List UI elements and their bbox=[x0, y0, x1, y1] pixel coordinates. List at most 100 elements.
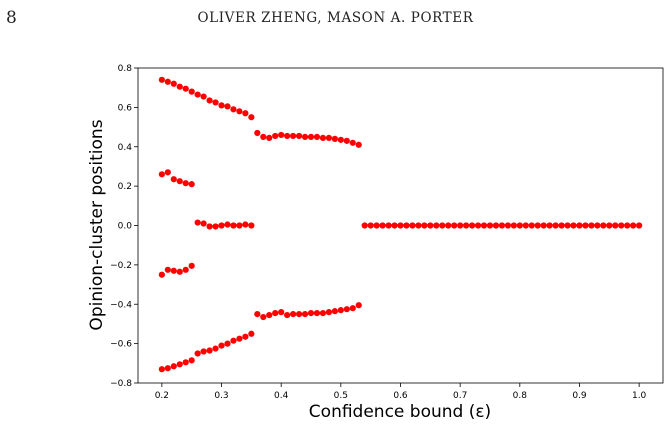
data-point bbox=[284, 311, 291, 319]
data-point bbox=[433, 222, 440, 229]
data-point bbox=[158, 171, 165, 178]
data-point bbox=[164, 365, 171, 372]
data-point bbox=[170, 80, 177, 87]
y-tick-label: −0.2 bbox=[110, 261, 132, 271]
data-point bbox=[164, 169, 171, 176]
data-point bbox=[373, 222, 380, 229]
data-point bbox=[200, 93, 207, 100]
data-point bbox=[415, 222, 422, 229]
y-tick-label: 0.4 bbox=[118, 143, 133, 153]
data-point bbox=[188, 262, 195, 269]
data-point bbox=[194, 219, 201, 226]
data-point bbox=[170, 267, 177, 274]
data-point bbox=[480, 222, 488, 229]
data-point bbox=[278, 131, 285, 139]
data-point bbox=[290, 132, 297, 140]
data-point bbox=[200, 348, 207, 355]
data-point bbox=[182, 180, 189, 187]
data-point bbox=[218, 102, 225, 109]
data-point bbox=[290, 310, 297, 318]
data-point bbox=[248, 222, 255, 229]
data-point bbox=[176, 178, 183, 185]
x-tick-label: 0.3 bbox=[214, 391, 228, 401]
y-tick-label: −0.6 bbox=[110, 340, 132, 350]
data-point bbox=[266, 134, 273, 141]
data-point bbox=[385, 222, 392, 229]
data-point bbox=[534, 222, 541, 229]
data-point bbox=[564, 222, 571, 229]
y-tick-label: 0.0 bbox=[118, 222, 133, 232]
data-point bbox=[445, 222, 452, 229]
data-point bbox=[427, 222, 434, 229]
data-point bbox=[421, 222, 428, 229]
data-point bbox=[194, 91, 201, 98]
data-point bbox=[266, 311, 273, 319]
data-point bbox=[224, 221, 231, 228]
data-point bbox=[558, 222, 565, 229]
data-point bbox=[612, 222, 619, 229]
data-point bbox=[516, 222, 523, 229]
y-tick-label: 0.2 bbox=[118, 182, 132, 192]
data-point bbox=[260, 313, 267, 321]
data-point bbox=[337, 136, 344, 143]
data-point bbox=[457, 222, 464, 229]
data-point bbox=[618, 222, 625, 229]
data-point bbox=[379, 222, 386, 229]
data-point bbox=[176, 361, 183, 368]
data-point bbox=[319, 310, 327, 317]
data-point bbox=[212, 345, 219, 352]
y-tick-label: −0.8 bbox=[110, 379, 132, 389]
data-point bbox=[307, 133, 315, 141]
data-points bbox=[158, 76, 643, 373]
data-point bbox=[540, 222, 547, 229]
data-point bbox=[182, 85, 189, 92]
data-point bbox=[528, 222, 535, 229]
data-point bbox=[552, 222, 559, 229]
x-tick-label: 0.8 bbox=[513, 391, 528, 401]
y-tick-label: −0.4 bbox=[110, 300, 132, 310]
data-point bbox=[188, 88, 195, 95]
data-point bbox=[594, 222, 601, 229]
data-point bbox=[403, 222, 410, 229]
data-point bbox=[301, 133, 309, 141]
data-point bbox=[337, 307, 344, 314]
data-point bbox=[182, 266, 189, 273]
data-point bbox=[510, 222, 517, 229]
data-point bbox=[188, 181, 195, 188]
data-point bbox=[295, 132, 303, 140]
data-point bbox=[230, 222, 237, 229]
data-point bbox=[355, 141, 362, 148]
running-head: OLIVER ZHENG, MASON A. PORTER bbox=[197, 10, 474, 26]
data-point bbox=[170, 363, 177, 370]
data-point bbox=[284, 132, 291, 140]
data-point bbox=[254, 129, 261, 137]
data-point bbox=[630, 222, 637, 229]
data-point bbox=[272, 132, 279, 140]
data-point bbox=[349, 305, 356, 312]
data-point bbox=[606, 222, 613, 229]
data-point bbox=[313, 310, 321, 317]
data-point bbox=[236, 222, 243, 229]
data-point bbox=[272, 310, 279, 317]
data-point bbox=[486, 222, 494, 229]
data-point bbox=[624, 222, 631, 229]
x-tick-label: 0.9 bbox=[572, 391, 587, 401]
data-point bbox=[242, 221, 249, 228]
x-tick-label: 0.2 bbox=[155, 391, 169, 401]
data-point bbox=[194, 350, 201, 357]
data-point bbox=[492, 222, 500, 229]
x-tick-label: 0.4 bbox=[274, 391, 289, 401]
y-tick-label: 0.8 bbox=[118, 64, 133, 74]
data-point bbox=[576, 222, 583, 229]
data-point bbox=[278, 309, 285, 316]
data-point bbox=[254, 310, 261, 318]
data-point bbox=[248, 330, 255, 337]
data-point bbox=[343, 306, 350, 313]
data-point bbox=[170, 176, 177, 183]
data-point bbox=[301, 310, 309, 318]
data-point bbox=[636, 222, 643, 229]
y-tick-label: 0.6 bbox=[118, 103, 133, 113]
data-point bbox=[325, 134, 333, 141]
data-point bbox=[451, 222, 458, 229]
